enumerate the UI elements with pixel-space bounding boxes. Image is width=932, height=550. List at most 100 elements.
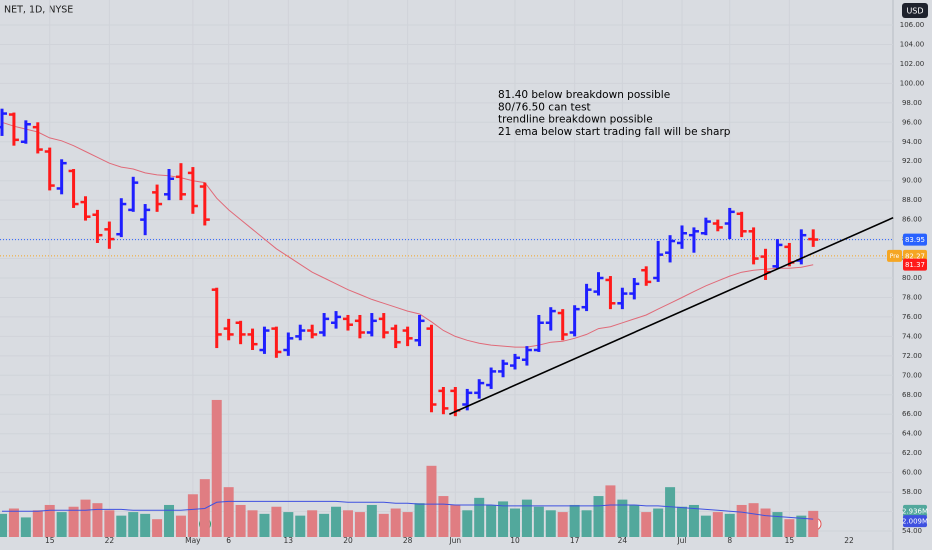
volume-bar — [593, 496, 604, 537]
volume-bar — [175, 515, 186, 537]
x-tick-label: 15 — [45, 536, 55, 545]
volume-bar — [295, 515, 306, 537]
volume-bar — [557, 512, 568, 537]
last-price-label: 83.95 — [905, 236, 925, 244]
volume-bar — [736, 504, 747, 537]
y-tick-label: 106.00 — [900, 21, 925, 29]
annotation: 80/76.50 can test — [498, 101, 591, 113]
pre-market-label: 82.27 — [905, 252, 925, 260]
annotation: 21 ema below start trading fall will be … — [498, 126, 731, 138]
volume-bar — [700, 515, 711, 537]
volume-bar — [581, 510, 592, 537]
volume-bar — [521, 499, 532, 537]
ema-last-label: 81.37 — [905, 261, 925, 269]
y-tick-label: 76.00 — [902, 313, 922, 321]
ema-line — [1, 121, 814, 348]
volume-bar — [474, 497, 485, 537]
volume-bar — [748, 503, 759, 537]
x-tick-label: 22 — [844, 536, 854, 545]
y-tick-label: 104.00 — [900, 40, 925, 48]
y-tick-label: 98.00 — [902, 99, 922, 107]
volume-bar — [402, 512, 413, 537]
volume-bar — [92, 503, 103, 537]
volume-bar — [653, 508, 664, 537]
volume-bar — [319, 513, 330, 537]
volume-bar — [712, 512, 723, 537]
volume-bar — [259, 513, 270, 537]
volume-bar — [677, 506, 688, 537]
y-tick-label: 70.00 — [902, 371, 922, 379]
chart-title: NET, 1D, NYSE — [4, 5, 73, 16]
volume-bar — [617, 499, 628, 537]
volume-ma-last-label: 2.009M — [902, 518, 928, 526]
volume-bar — [116, 515, 127, 537]
volume-bar — [498, 501, 509, 537]
grid — [0, 0, 893, 532]
x-tick-label: 10 — [510, 536, 520, 545]
volume-bar — [796, 515, 807, 537]
volume-bar — [438, 496, 449, 537]
volume-bar — [486, 504, 497, 537]
volume-bar — [509, 508, 520, 537]
y-tick-label: 80.00 — [902, 274, 922, 282]
y-tick-label: 68.00 — [902, 391, 922, 399]
volume-bar — [307, 510, 318, 537]
x-tick-label: 24 — [618, 536, 628, 545]
annotation: trendline breakdown possible — [498, 114, 653, 126]
pre-tag: Pre — [890, 253, 900, 260]
volume-bar — [80, 499, 91, 537]
volume-bar — [665, 487, 676, 537]
volume-bar — [68, 506, 79, 537]
x-tick-label: Jun — [448, 536, 461, 545]
x-tick-label: 22 — [105, 536, 115, 545]
y-tick-label: 74.00 — [902, 332, 922, 340]
volume-bar — [378, 513, 389, 537]
trendline — [449, 216, 894, 415]
volume-bar — [569, 504, 580, 537]
y-tick-label: 86.00 — [902, 216, 922, 224]
currency: USD — [906, 7, 923, 16]
volume-bar — [366, 504, 377, 537]
volume-bar — [223, 487, 234, 537]
x-tick-label: 17 — [570, 536, 580, 545]
volume-bar — [533, 506, 544, 537]
currency-box[interactable] — [902, 3, 928, 18]
volume-bar — [426, 465, 437, 537]
volume-bar — [688, 504, 699, 537]
volume-bar — [342, 510, 353, 537]
volume-bar — [104, 510, 115, 537]
volume-bar — [331, 506, 342, 537]
volume-bar — [545, 510, 556, 537]
annotation: 81.40 below breakdown possible — [498, 89, 670, 101]
volume-bar — [354, 512, 365, 537]
volume-bar — [283, 512, 294, 537]
volume-bar — [128, 512, 139, 537]
volume-bar — [20, 517, 31, 537]
y-tick-label: 96.00 — [902, 118, 922, 126]
y-tick-label: 92.00 — [902, 157, 922, 165]
x-tick-label: 28 — [403, 536, 413, 545]
x-tick-label: 20 — [343, 536, 353, 545]
x-tick-label: 13 — [284, 536, 294, 545]
volume-bar — [211, 399, 222, 537]
x-tick-label: 15 — [785, 536, 795, 545]
volume-bar — [56, 512, 67, 537]
volume-bar — [164, 504, 175, 537]
y-tick-label: 64.00 — [902, 430, 922, 438]
volume-bar — [32, 510, 43, 537]
volume-bar — [140, 513, 151, 537]
y-tick-label: 72.00 — [902, 352, 922, 360]
y-tick-label: 58.00 — [902, 488, 922, 496]
y-tick-label: 54.00 — [902, 527, 922, 535]
volume-bar — [390, 508, 401, 537]
volume-bar — [247, 510, 258, 537]
volume-bar — [641, 512, 652, 537]
volume-bar — [187, 494, 198, 537]
volume-bar — [271, 506, 282, 537]
y-tick-label: 102.00 — [900, 60, 925, 68]
volume-ma-last-box — [903, 515, 927, 528]
volume-bar — [414, 503, 425, 537]
volume-bar — [152, 519, 163, 537]
